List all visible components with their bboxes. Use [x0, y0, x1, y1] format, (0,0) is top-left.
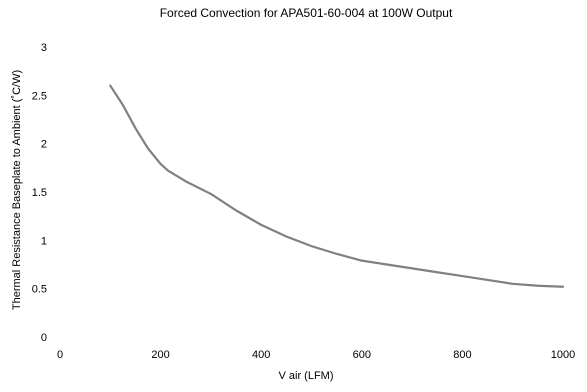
- x-tick-label: 0: [57, 349, 63, 361]
- y-axis-title: Thermal Resistance Baseplate to Ambient …: [11, 70, 23, 310]
- y-tick-label: 1: [41, 235, 47, 247]
- y-tick-label: 3: [41, 42, 47, 54]
- x-tick-label: 1000: [551, 349, 575, 361]
- chart-title: Forced Convection for APA501-60-004 at 1…: [160, 6, 453, 20]
- y-tick-label: 0.5: [32, 284, 47, 296]
- x-tick-label: 600: [353, 349, 371, 361]
- series-layer: [109, 84, 565, 288]
- y-tick-label: 0: [41, 332, 47, 344]
- x-tick-label: 200: [151, 349, 169, 361]
- y-tick-label: 2.5: [32, 90, 47, 102]
- series-line-0: [109, 84, 565, 288]
- x-axis-ticks: 0 200 400 600 800 1000: [57, 349, 575, 361]
- y-tick-label: 1.5: [32, 187, 47, 199]
- x-tick-label: 400: [252, 349, 270, 361]
- x-axis-title: V air (LFM): [279, 370, 334, 382]
- y-tick-label: 2: [41, 139, 47, 151]
- x-tick-label: 800: [453, 349, 471, 361]
- y-axis-ticks: 0 0.5 1 1.5 2 2.5 3: [32, 42, 47, 344]
